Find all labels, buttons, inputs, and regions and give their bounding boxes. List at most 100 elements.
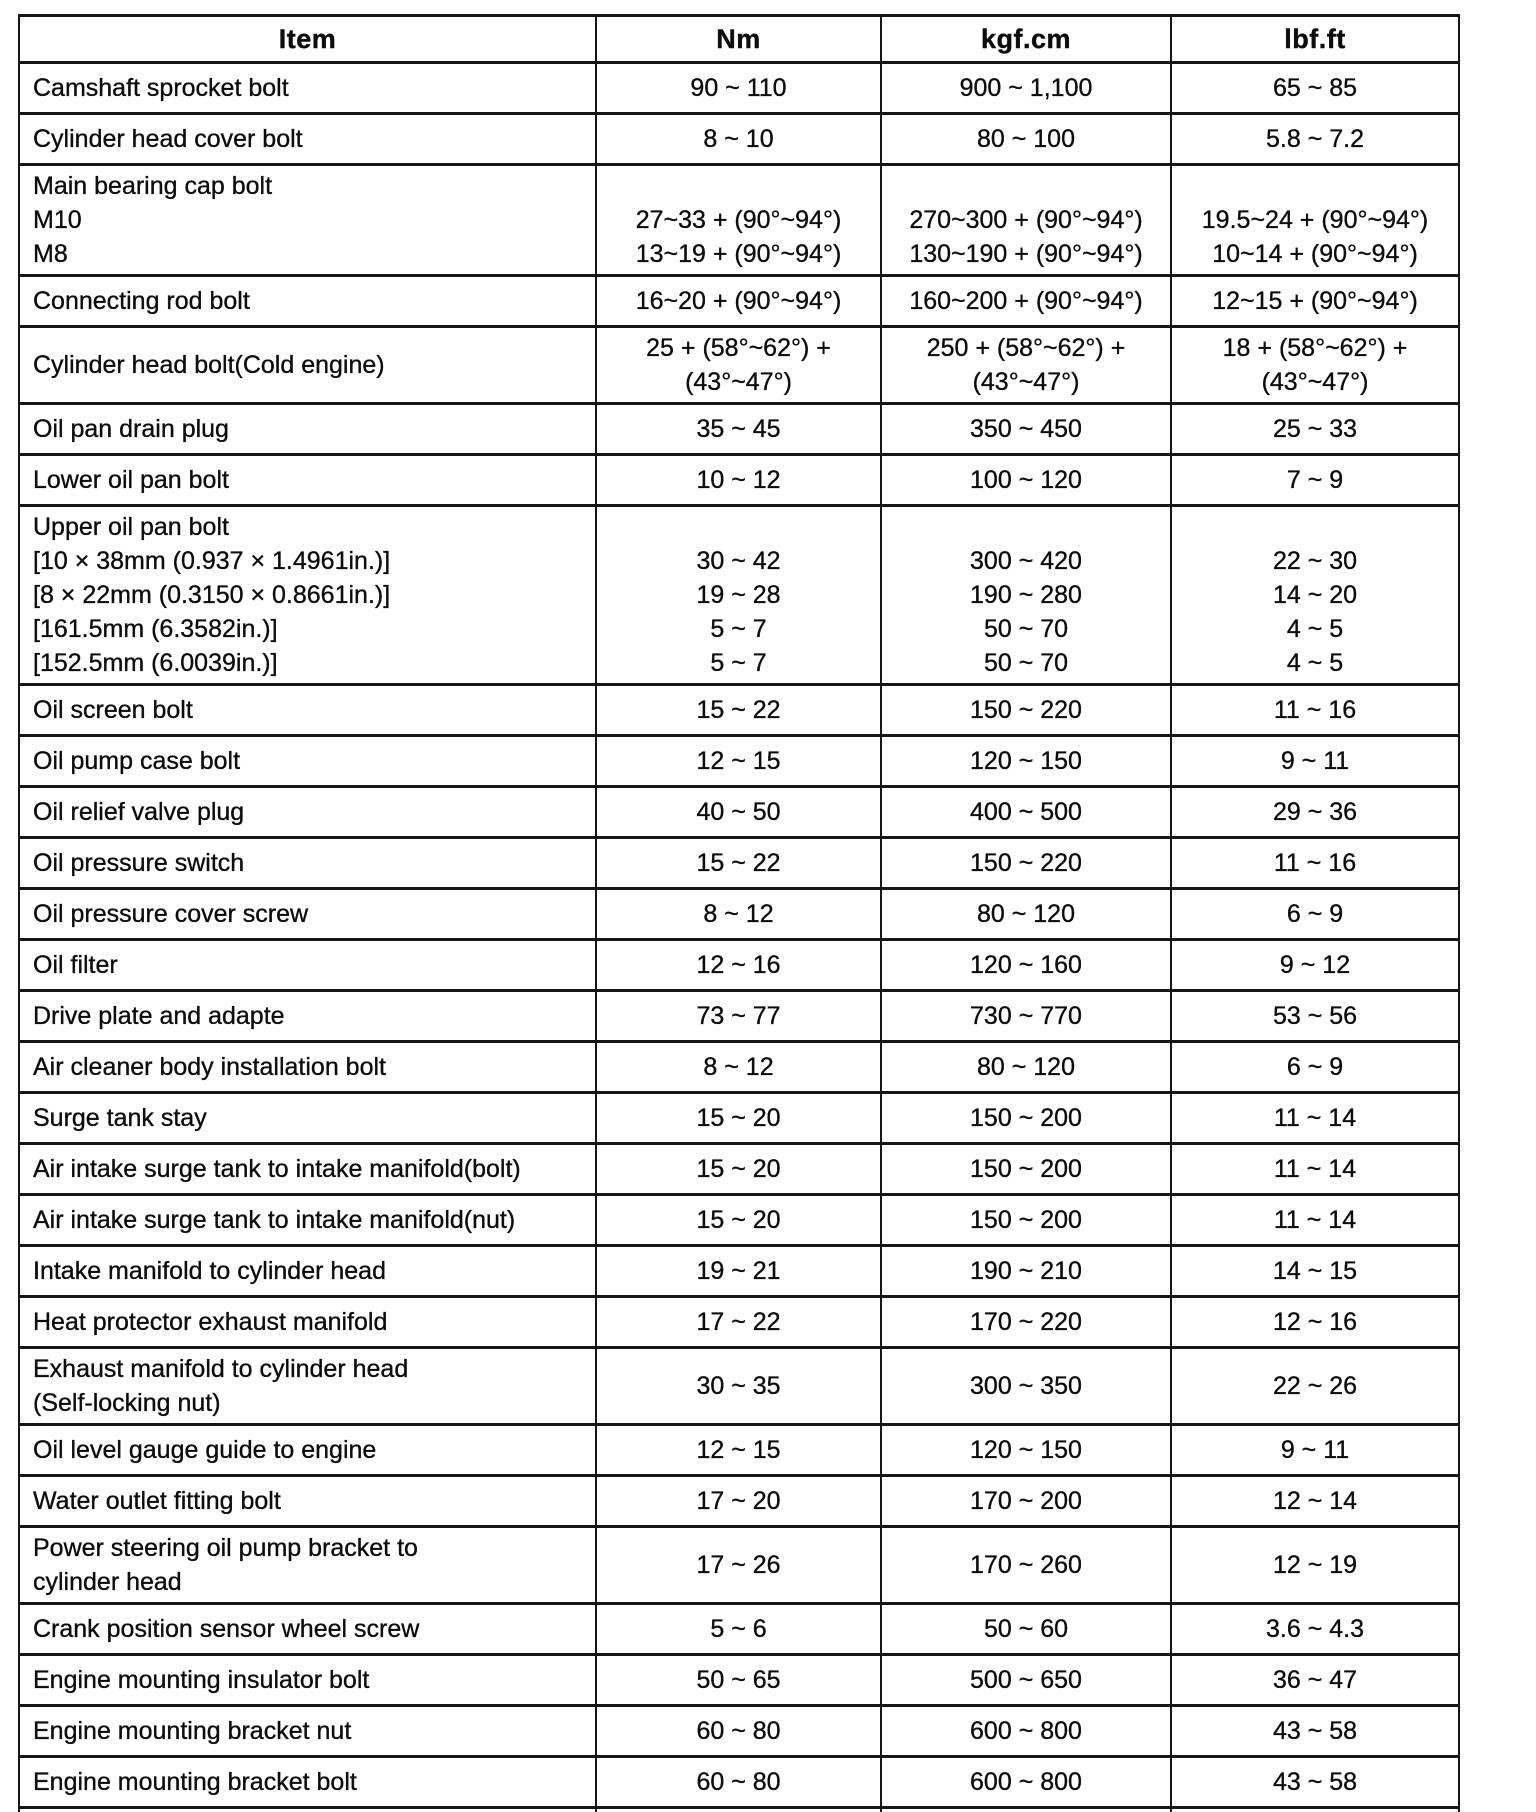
cell-line: 190 ~ 280 (970, 581, 1082, 609)
cell-line: 600 ~ 800 (970, 1717, 1082, 1745)
lbfft-cell: 7 ~ 9 (1170, 453, 1460, 507)
lbfft-cell: 12 ~ 16 (1170, 1295, 1460, 1349)
cell-line: 120 ~ 150 (970, 747, 1082, 775)
cell-line: 29 ~ 36 (1272, 798, 1358, 826)
cell-line: 80 ~ 120 (976, 1053, 1075, 1081)
cell-line: 15 ~ 20 (696, 1206, 781, 1234)
cell-line: 15 ~ 22 (696, 696, 781, 724)
nm-cell: 17 ~ 20 (595, 1474, 882, 1528)
cell-line: 12 ~ 15 (696, 747, 781, 775)
cell-line: 25 + (58°~62°) + (646, 334, 831, 362)
cell-line: Crank position sensor wheel screw (33, 1615, 420, 1643)
cell-line: 90 ~ 110 (690, 74, 787, 102)
cell-line: 17 ~ 22 (696, 1308, 781, 1336)
nm-cell: 60 ~ 80 (595, 1755, 882, 1809)
cell-line: 12 ~ 16 (696, 951, 781, 979)
cell-line: (Self-locking nut) (33, 1389, 221, 1417)
nm-cell: 12 ~ 15 (595, 1423, 882, 1477)
kgfcm-cell: 170 ~ 200 (880, 1474, 1172, 1528)
cell-line: 150 ~ 200 (970, 1206, 1082, 1234)
cell-line: 150 ~ 200 (970, 1104, 1082, 1132)
lbfft-cell: 9 ~ 12 (1170, 938, 1460, 992)
lbfft-cell: 6 ~ 9 (1170, 1040, 1460, 1094)
item-cell: Oil relief valve plug (18, 785, 597, 839)
cell-line: 36 ~ 47 (1272, 1666, 1358, 1694)
cell-line: 11 ~ 16 (1273, 696, 1357, 724)
cell-line: Lower oil pan bolt (33, 466, 229, 494)
cell-line: 19 ~ 28 (696, 581, 781, 609)
table-row: Power steering oil pump bracket to cylind… (18, 1525, 1460, 1605)
kgfcm-cell: 100 ~ 120 (880, 453, 1172, 507)
cell-line: Engine mounting bracket nut (33, 1717, 352, 1745)
cell-line: Oil screen bolt (33, 696, 193, 724)
cell-line: 22 ~ 30 (1272, 547, 1358, 575)
item-cell: Water outlet fitting bolt (18, 1474, 597, 1528)
cell-line: [161.5mm (6.3582in.)] (33, 615, 278, 643)
header-cell-nm: Nm (595, 14, 882, 64)
lbfft-cell: 9 ~ 11 (1170, 734, 1460, 788)
cell-line: 150 ~ 220 (970, 849, 1082, 877)
item-cell: Camshaft sprocket bolt (18, 61, 597, 115)
header-row: Item Nm kgf.cm lbf.ft (18, 14, 1460, 64)
cell-line: 13~19 + (90°~94°) (635, 240, 842, 268)
cell-line: 40 ~ 50 (696, 798, 781, 826)
cell-line: 170 ~ 200 (970, 1487, 1082, 1515)
cell-line: 43 ~ 58 (1272, 1768, 1358, 1796)
cell-line: 14 ~ 15 (1272, 1257, 1358, 1285)
nm-cell: 17 ~ 26 (595, 1525, 882, 1605)
cell-line: M8 (33, 240, 68, 268)
item-cell: Oil pressure switch (18, 836, 597, 890)
kgfcm-cell: 250 + (58°~62°) + (43°~47°) (880, 325, 1172, 405)
kgfcm-cell: 80 ~ 120 (880, 887, 1172, 941)
cell-line: 5 ~ 7 (710, 615, 767, 643)
table-row: Oil pressure switch 15 ~ 22 150 ~ 220 11… (18, 836, 1460, 890)
table-row: Oil relief valve plug 40 ~ 50 400 ~ 500 … (18, 785, 1460, 839)
kgfcm-cell: 150 ~ 200 (880, 1091, 1172, 1145)
cell-line: 9 ~ 11 (1280, 1436, 1350, 1464)
cell-line: 73 ~ 77 (696, 1002, 781, 1030)
cell-line: 250 + (58°~62°) + (926, 334, 1126, 362)
cell-line: 50 ~ 60 (983, 1615, 1069, 1643)
kgfcm-cell: 160~200 + (90°~94°) (880, 274, 1172, 328)
item-cell: Crank position sensor wheel screw (18, 1602, 597, 1656)
table-row: Oil pump case bolt 12 ~ 15 120 ~ 150 9 ~… (18, 734, 1460, 788)
item-cell: Engine mounting insulator bolt (18, 1653, 597, 1707)
cell-line: 30 ~ 35 (696, 1372, 781, 1400)
table-row: Connecting rod bolt 16~20 + (90°~94°) 16… (18, 274, 1460, 328)
item-cell: Engine support bracket bolt (18, 1806, 597, 1812)
cell-line: Air cleaner body installation bolt (33, 1053, 386, 1081)
table-row: Oil screen bolt 15 ~ 22 150 ~ 220 11 ~ 1… (18, 683, 1460, 737)
kgfcm-cell: 120 ~ 160 (880, 938, 1172, 992)
cell-line: 11 ~ 14 (1273, 1104, 1357, 1132)
item-cell: Oil screen bolt (18, 683, 597, 737)
kgfcm-cell: 120 ~ 150 (880, 1423, 1172, 1477)
lbfft-cell: 12 ~ 19 (1170, 1525, 1460, 1605)
table-row: Lower oil pan bolt 10 ~ 12 100 ~ 120 7 ~… (18, 453, 1460, 507)
item-cell: Engine mounting bracket bolt (18, 1755, 597, 1809)
nm-cell: 15 ~ 20 (595, 1142, 882, 1196)
cell-line: 25 ~ 33 (1272, 415, 1358, 443)
cell-line: 14 ~ 20 (1272, 581, 1358, 609)
cell-line: 22 ~ 26 (1272, 1372, 1358, 1400)
table-row: Engine mounting bracket nut 60 ~ 80 600 … (18, 1704, 1460, 1758)
cell-line: 11 ~ 14 (1273, 1155, 1357, 1183)
cell-line: 8 ~ 12 (703, 1053, 774, 1081)
cell-line: 12 ~ 19 (1272, 1551, 1358, 1579)
cell-line: 120 ~ 160 (970, 951, 1082, 979)
cell-line: Air intake surge tank to intake manifold… (33, 1206, 516, 1234)
cell-line: 4 ~ 5 (1286, 649, 1344, 677)
table-row: Exhaust manifold to cylinder head (Self-l… (18, 1346, 1460, 1426)
cell-line: Air intake surge tank to intake manifold… (33, 1155, 521, 1183)
cell-line: 15 ~ 22 (696, 849, 781, 877)
cell-line: Engine mounting bracket bolt (33, 1768, 357, 1796)
lbfft-cell: 29 ~ 36 (1170, 785, 1460, 839)
cell-line: 15 ~ 20 (696, 1155, 781, 1183)
item-cell: Lower oil pan bolt (18, 453, 597, 507)
cell-line: 11 ~ 16 (1273, 849, 1357, 877)
table-row: Water outlet fitting bolt 17 ~ 20 170 ~ … (18, 1474, 1460, 1528)
cell-line: Oil pressure switch (33, 849, 245, 877)
cell-line: 6 ~ 9 (1286, 900, 1344, 928)
table-row: Oil pressure cover screw 8 ~ 12 80 ~ 120… (18, 887, 1460, 941)
kgfcm-cell: 300 ~ 420 190 ~ 280 50 ~ 70 50 ~ 70 (880, 504, 1172, 686)
